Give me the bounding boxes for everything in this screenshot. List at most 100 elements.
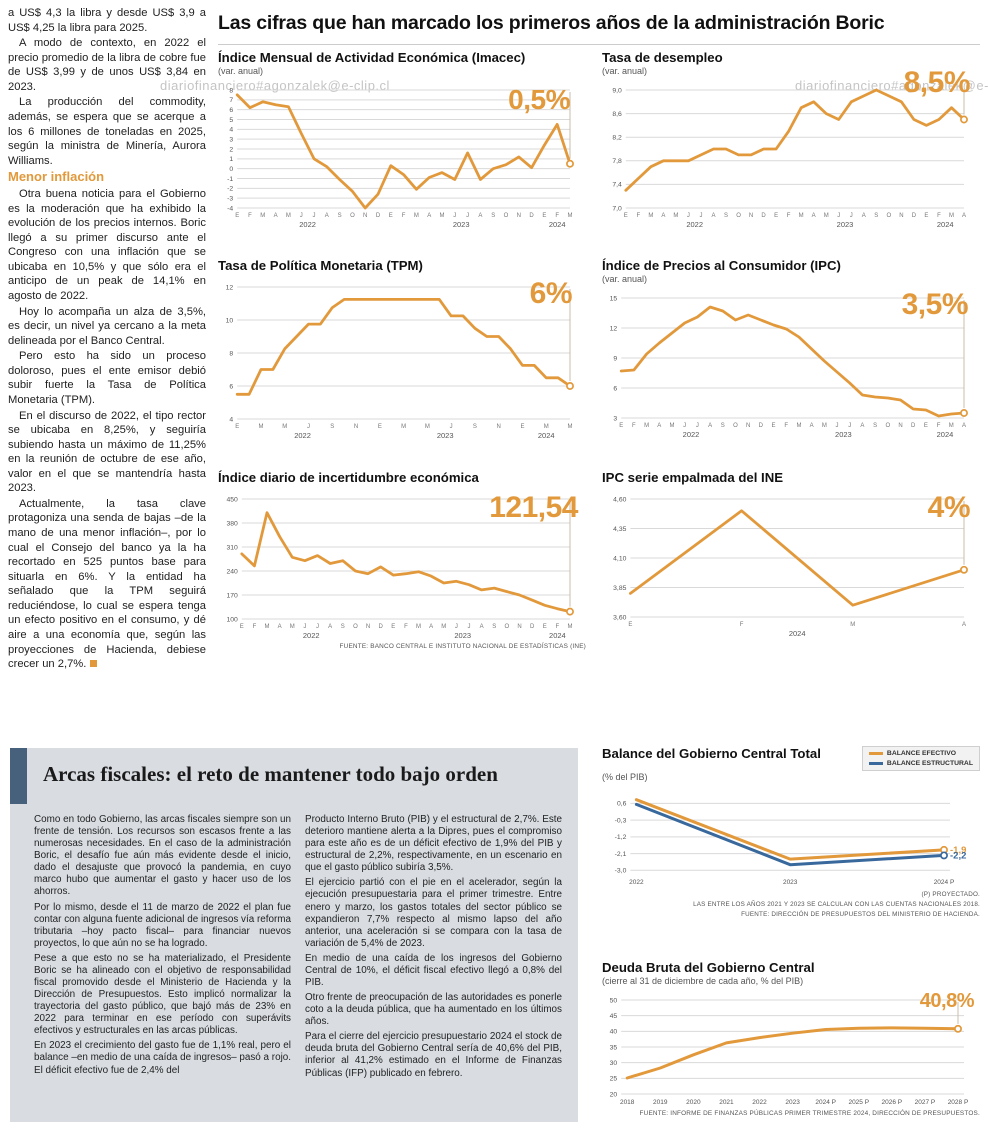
svg-text:-1,2: -1,2 [615,834,627,841]
svg-text:2023: 2023 [783,879,798,886]
accent-bar [10,748,27,804]
svg-text:-4: -4 [227,205,233,212]
legend-swatch-estructural [868,762,883,765]
svg-text:E: E [924,423,928,429]
svg-text:N: N [899,213,903,219]
svg-text:S: S [724,213,728,219]
ipc-ine-line-chart: 4,60 4,35 4,10 3,85 3,60 E F M A 2024 4% [602,489,980,639]
chart-title: Deuda Bruta del Gobierno Central [602,960,815,975]
svg-text:M: M [568,624,573,630]
fiscal-paragraph: Para el cierre del ejercicio presupuesta… [305,1031,562,1079]
svg-text:M: M [440,213,445,219]
svg-text:O: O [733,423,738,429]
svg-text:2024 P: 2024 P [815,1099,836,1106]
svg-text:J: J [313,213,316,219]
svg-text:M: M [648,213,653,219]
svg-text:2027 P: 2027 P [915,1099,936,1106]
svg-text:7,4: 7,4 [612,182,622,189]
svg-text:M: M [544,424,549,430]
svg-text:J: J [836,423,839,429]
svg-text:M: M [425,424,430,430]
svg-text:2022: 2022 [299,220,316,229]
svg-text:A: A [862,213,866,219]
svg-text:7: 7 [229,97,233,104]
svg-text:D: D [530,624,535,630]
svg-text:7,0: 7,0 [612,205,622,212]
article-paragraph: Actualmente, la tasa clave protagoniza u… [8,497,206,671]
svg-text:M: M [416,624,421,630]
svg-text:15: 15 [610,295,618,302]
svg-text:2: 2 [229,146,233,153]
chart-tpm-card: Tasa de Política Monetaria (TPM) 12 10 8 6 4… [218,258,586,441]
chart-imacec-card: Índice Mensual de Actividad Económica (I… [218,50,586,230]
svg-text:-3,0: -3,0 [615,868,627,875]
svg-text:4,60: 4,60 [613,496,626,503]
fiscal-column-2: Producto Interno Bruto (PIB) y el estruc… [305,814,562,1083]
current-value: 4% [927,491,971,524]
chart-deuda-card: Deuda Bruta del Gobierno Central (cierre… [602,960,980,1117]
page-title: Las cifras que han marcado los primeros … [218,12,980,45]
svg-text:2022: 2022 [752,1099,767,1106]
svg-text:E: E [389,213,393,219]
svg-text:S: S [338,213,342,219]
svg-text:-0,3: -0,3 [615,817,627,824]
fiscal-column-1: Como en todo Gobierno, las arcas fiscale… [34,814,291,1083]
fiscal-paragraph: En 2023 el crecimiento del gasto fue de … [34,1040,291,1076]
article-paragraph: Hoy lo acompaña un alza de 3,5%, es deci… [8,305,206,347]
svg-text:6: 6 [229,383,233,390]
svg-text:-2: -2 [227,186,233,193]
svg-text:M: M [401,424,406,430]
legend-swatch-efectivo [868,752,883,755]
svg-text:E: E [391,624,395,630]
svg-text:12: 12 [610,325,618,332]
end-of-article-marker [90,660,98,668]
chart-incertidumbre-card: Índice diario de incertidumbre económica… [218,470,586,650]
svg-text:N: N [746,423,750,429]
svg-text:-3: -3 [227,195,233,202]
chart-ipc-card: Índice de Precios al Consumidor (IPC) (v… [602,258,980,440]
svg-text:E: E [378,424,382,430]
svg-text:-2,1: -2,1 [615,851,627,858]
svg-text:O: O [505,624,510,630]
svg-text:N: N [354,424,358,430]
svg-text:N: N [366,624,370,630]
svg-text:M: M [673,213,678,219]
svg-text:2022: 2022 [686,220,703,229]
svg-text:J: J [683,423,686,429]
svg-text:10: 10 [226,317,234,324]
svg-text:M: M [949,423,954,429]
svg-text:S: S [473,424,477,430]
svg-text:-1: -1 [227,176,233,183]
svg-text:A: A [962,622,966,628]
svg-text:A: A [478,213,482,219]
svg-text:M: M [669,423,674,429]
svg-text:F: F [248,213,252,219]
legend-label: BALANCE ESTRUCTURAL [886,760,973,767]
svg-text:2023: 2023 [785,1099,800,1106]
fiscal-paragraph: Por lo mismo, desde el 11 de marzo de 20… [34,901,291,949]
current-value: 40,8% [919,990,975,1012]
svg-text:2022: 2022 [294,431,311,440]
svg-text:4,35: 4,35 [613,526,626,533]
svg-text:F: F [740,622,744,628]
svg-text:0,6: 0,6 [617,801,627,808]
svg-text:N: N [898,423,902,429]
svg-text:A: A [860,423,864,429]
chart-notes: (P) PROYECTADO. LAS ENTRE LOS AÑOS 2021 … [602,890,980,919]
svg-text:F: F [253,624,257,630]
svg-text:A: A [325,213,329,219]
svg-text:D: D [761,213,766,219]
tpm-line-chart: 12 10 8 6 4 E M M J S N E M M J S N E M M 2022 2023 2024 6% [218,277,586,441]
fiscal-panel: Arcas fiscales: el reto de mantener todo… [10,748,578,1122]
incertidumbre-line-chart: 450 380 310 240 170 100 E F M A M J J A S O N D E F M A M J J A S O… [218,489,586,641]
svg-text:25: 25 [610,1076,618,1083]
chart-title: IPC serie empalmada del INE [602,470,784,485]
svg-text:M: M [265,624,270,630]
article-paragraph: Pero esto ha sido un proceso doloroso, p… [8,350,206,406]
svg-text:N: N [363,213,367,219]
svg-text:N: N [497,424,501,430]
svg-text:M: M [441,624,446,630]
svg-text:A: A [708,423,712,429]
svg-text:2021: 2021 [719,1099,734,1106]
svg-text:240: 240 [226,568,238,575]
